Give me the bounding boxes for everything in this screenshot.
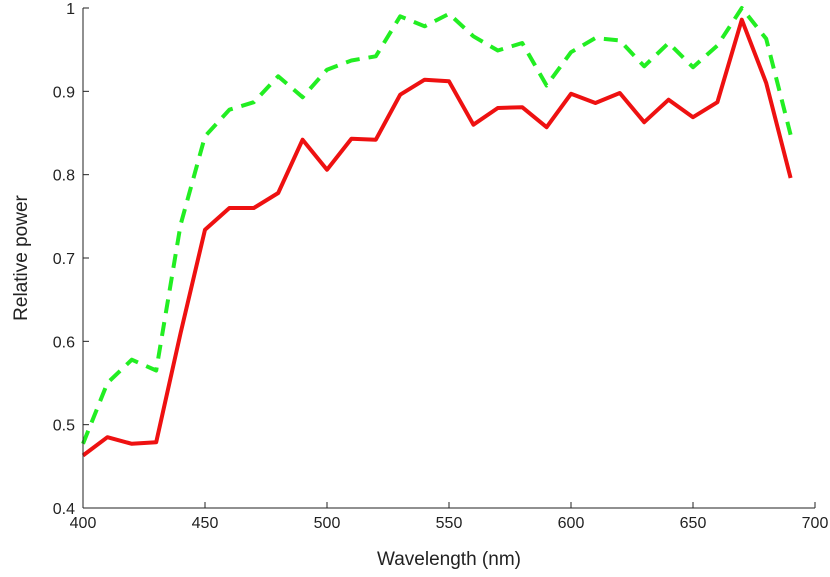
x-tick-label: 700 (802, 515, 829, 532)
series-line-dashed (81, 6, 793, 445)
y-tick-label: 1 (66, 1, 75, 18)
x-tick-label: 550 (436, 515, 463, 532)
x-axis-label: Wavelength (nm) (377, 549, 521, 570)
y-tick-label: 0.5 (53, 418, 75, 435)
y-tick-label: 0.7 (53, 251, 75, 268)
y-tick-label: 0.8 (53, 168, 75, 185)
y-axis-label: Relative power (11, 194, 32, 320)
y-tick-label: 0.4 (53, 501, 75, 518)
y-tick-label: 0.9 (53, 84, 75, 101)
x-tick-label: 400 (70, 515, 97, 532)
axes (82, 7, 816, 509)
y-tick-label: 0.6 (53, 334, 75, 351)
tick-labels: 400 450 500 550 600 650 700 0.4 0.5 0.6 0.7 0.8 0.9 1 (53, 1, 829, 532)
x-tick-label: 600 (558, 515, 585, 532)
x-tick-label: 450 (192, 515, 219, 532)
series-line-solid (81, 17, 793, 458)
x-tick-label: 650 (680, 515, 707, 532)
x-tick-label: 500 (314, 515, 341, 532)
series-layer (81, 6, 793, 458)
